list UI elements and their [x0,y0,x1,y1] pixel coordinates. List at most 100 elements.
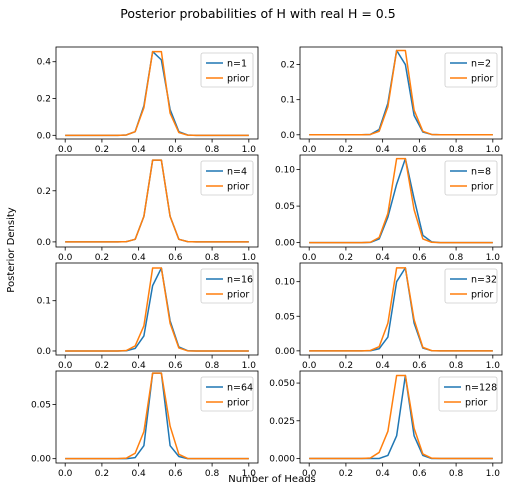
series-line-prior [309,374,493,460]
legend-label: prior [227,290,249,301]
x-tick-label: 0.8 [205,361,220,371]
x-tick-label: 0.0 [302,253,317,263]
y-tick-label: 0.0 [37,347,52,357]
axes-frame [55,154,259,248]
x-tick-label: 1.0 [242,469,257,479]
y-tick-label: 0.0 [37,131,52,141]
legend-label: n=1 [227,59,247,70]
x-tick-label: 0.6 [168,469,183,479]
legend-label: prior [227,74,249,85]
x-tick-label: 1.0 [242,253,257,263]
x-tick-label: 1.0 [486,469,501,479]
x-tick-label: 0.0 [302,145,317,155]
legend-label: prior [227,182,249,193]
legend-label: n=128 [465,383,497,394]
y-tick-label: 0.00 [275,347,295,357]
x-tick-label: 0.2 [339,253,353,263]
y-tick-label: 0.2 [37,95,51,105]
legend: n=128 prior [438,376,498,412]
x-tick-label: 0.0 [58,469,73,479]
x-tick-label: 0.8 [449,469,464,479]
legend-label: prior [465,398,487,409]
x-tick-label: 1.0 [486,145,501,155]
axes-frame [55,46,259,140]
axes-frame [299,154,503,248]
y-tick-label: 0.0 [37,238,52,248]
x-tick-label: 0.2 [339,145,353,155]
x-tick-label: 0.6 [168,145,183,155]
subplot-1: 0.0 0.2 0.4 0.6 0.8 1.0 0.0 0.2 0.4 n=1 prior [37,46,259,155]
x-tick-label: 0.6 [412,361,427,371]
x-tick-label: 0.4 [375,145,390,155]
x-tick-label: 0.8 [449,361,464,371]
x-tick-label: 0.4 [375,469,390,479]
legend: n=32 prior [444,268,498,304]
x-tick-label: 0.8 [449,145,464,155]
series-line-prior [65,372,249,460]
x-tick-label: 0.6 [412,145,427,155]
x-tick-label: 0.4 [375,361,390,371]
x-tick-label: 0.2 [95,145,109,155]
subplot-7: 0.0 0.2 0.4 0.6 0.8 1.0 0.00 0.05 n=64 prior [31,370,259,479]
x-tick-label: 0.6 [412,469,427,479]
x-tick-label: 1.0 [242,145,257,155]
x-tick-label: 0.8 [205,145,220,155]
legend-label: n=64 [227,383,253,394]
x-tick-label: 0.0 [58,253,73,263]
x-tick-label: 0.0 [58,361,73,371]
x-tick-label: 0.2 [339,469,353,479]
legend: n=64 prior [200,376,254,412]
legend-label: n=32 [471,275,497,286]
y-tick-label: 0.10 [275,278,295,288]
y-tick-label: 0.05 [275,202,295,212]
series-line-prior [309,157,493,244]
legend-label: n=8 [471,167,491,178]
x-tick-label: 0.2 [95,253,109,263]
figure-title: Posterior probabilities of H with real H… [120,6,395,21]
y-tick-label: 0.2 [37,187,51,197]
x-tick-label: 0.2 [95,469,109,479]
subplot-3: 0.0 0.2 0.4 0.6 0.8 1.0 0.0 0.2 n=4 prior [37,154,259,263]
axes-frame [55,262,259,356]
x-tick-label: 1.0 [242,361,257,371]
x-tick-label: 0.4 [375,253,390,263]
y-tick-label: 0.050 [269,379,295,389]
legend-label: prior [471,290,493,301]
legend-label: n=2 [471,59,491,70]
legend: n=16 prior [200,268,254,304]
x-tick-label: 0.2 [339,361,353,371]
series-line-prior [65,159,249,243]
legend: n=8 prior [444,160,498,196]
series-line-prior [309,49,493,136]
subplot-8: 0.0 0.2 0.4 0.6 0.8 1.0 0.000 0.025 0.050 n=128 pr… [269,370,503,479]
axes-frame [299,262,503,356]
y-tick-label: 0.05 [275,312,295,322]
series-line-prior [309,267,493,352]
subplot-5: 0.0 0.2 0.4 0.6 0.8 1.0 0.0 0.1 n=16 prior [37,262,259,371]
x-tick-label: 0.4 [131,361,146,371]
x-tick-label: 0.4 [131,469,146,479]
legend: n=2 prior [444,52,498,88]
x-tick-label: 1.0 [486,253,501,263]
x-tick-label: 0.0 [58,145,73,155]
x-tick-label: 0.2 [95,361,109,371]
y-axis-label: Posterior Density [6,207,17,292]
legend-label: n=16 [227,275,253,286]
subplot-2: 0.0 0.2 0.4 0.6 0.8 1.0 0.0 0.1 0.2 n=2 prior [281,46,503,155]
series-line-prior [65,267,249,352]
subplot-4: 0.0 0.2 0.4 0.6 0.8 1.0 0.00 0.05 0.10 n=8 prior [275,154,503,263]
axes-frame [299,370,503,464]
legend-label: prior [227,398,249,409]
series-line-prior [65,50,249,137]
subplot-6: 0.0 0.2 0.4 0.6 0.8 1.0 0.00 0.05 0.10 n=32 prior [275,262,503,371]
x-tick-label: 0.6 [168,253,183,263]
x-tick-label: 0.6 [412,253,427,263]
x-tick-label: 0.0 [302,469,317,479]
y-tick-label: 0.00 [31,455,51,465]
x-tick-label: 0.4 [131,253,146,263]
y-tick-label: 0.10 [275,166,295,176]
legend: n=1 prior [200,52,254,88]
subplot-grid: 0.0 0.2 0.4 0.6 0.8 1.0 0.0 0.2 0.4 n=1 prior 0.0 0.… [31,46,503,479]
y-tick-label: 0.1 [281,96,295,106]
